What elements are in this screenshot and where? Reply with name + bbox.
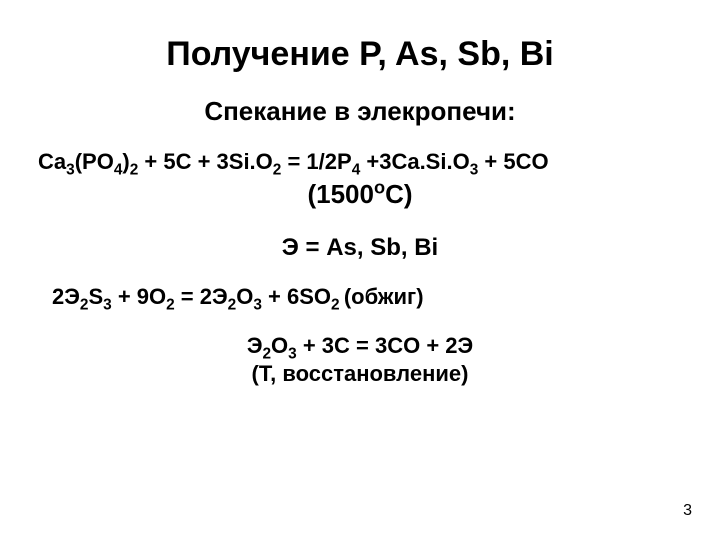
element-definition: Э = As, Sb, Bi [30, 234, 690, 262]
slide-subtitle: Спекание в элекропечи: [30, 96, 690, 127]
equation-1: Ca3(PO4)2 + 5C + 3Si.O2 = 1/2P4 +3Ca.Si.… [30, 149, 690, 175]
equation-3-line2: (Т, восстановление) [30, 360, 690, 388]
equation-3-block: Э2O3 + 3C = 3CO + 2Э (Т, восстановление) [30, 332, 690, 387]
temperature: (1500oC) [30, 179, 690, 210]
slide-title: Получение P, As, Sb, Bi [30, 35, 690, 74]
equation-3-line1: Э2O3 + 3C = 3CO + 2Э [30, 332, 690, 360]
page-number: 3 [683, 502, 692, 520]
equation-2: 2Э2S3 + 9O2 = 2Э2O3 + 6SO2 (обжиг) [30, 284, 690, 310]
slide-container: Получение P, As, Sb, Bi Спекание в элекр… [0, 0, 720, 540]
